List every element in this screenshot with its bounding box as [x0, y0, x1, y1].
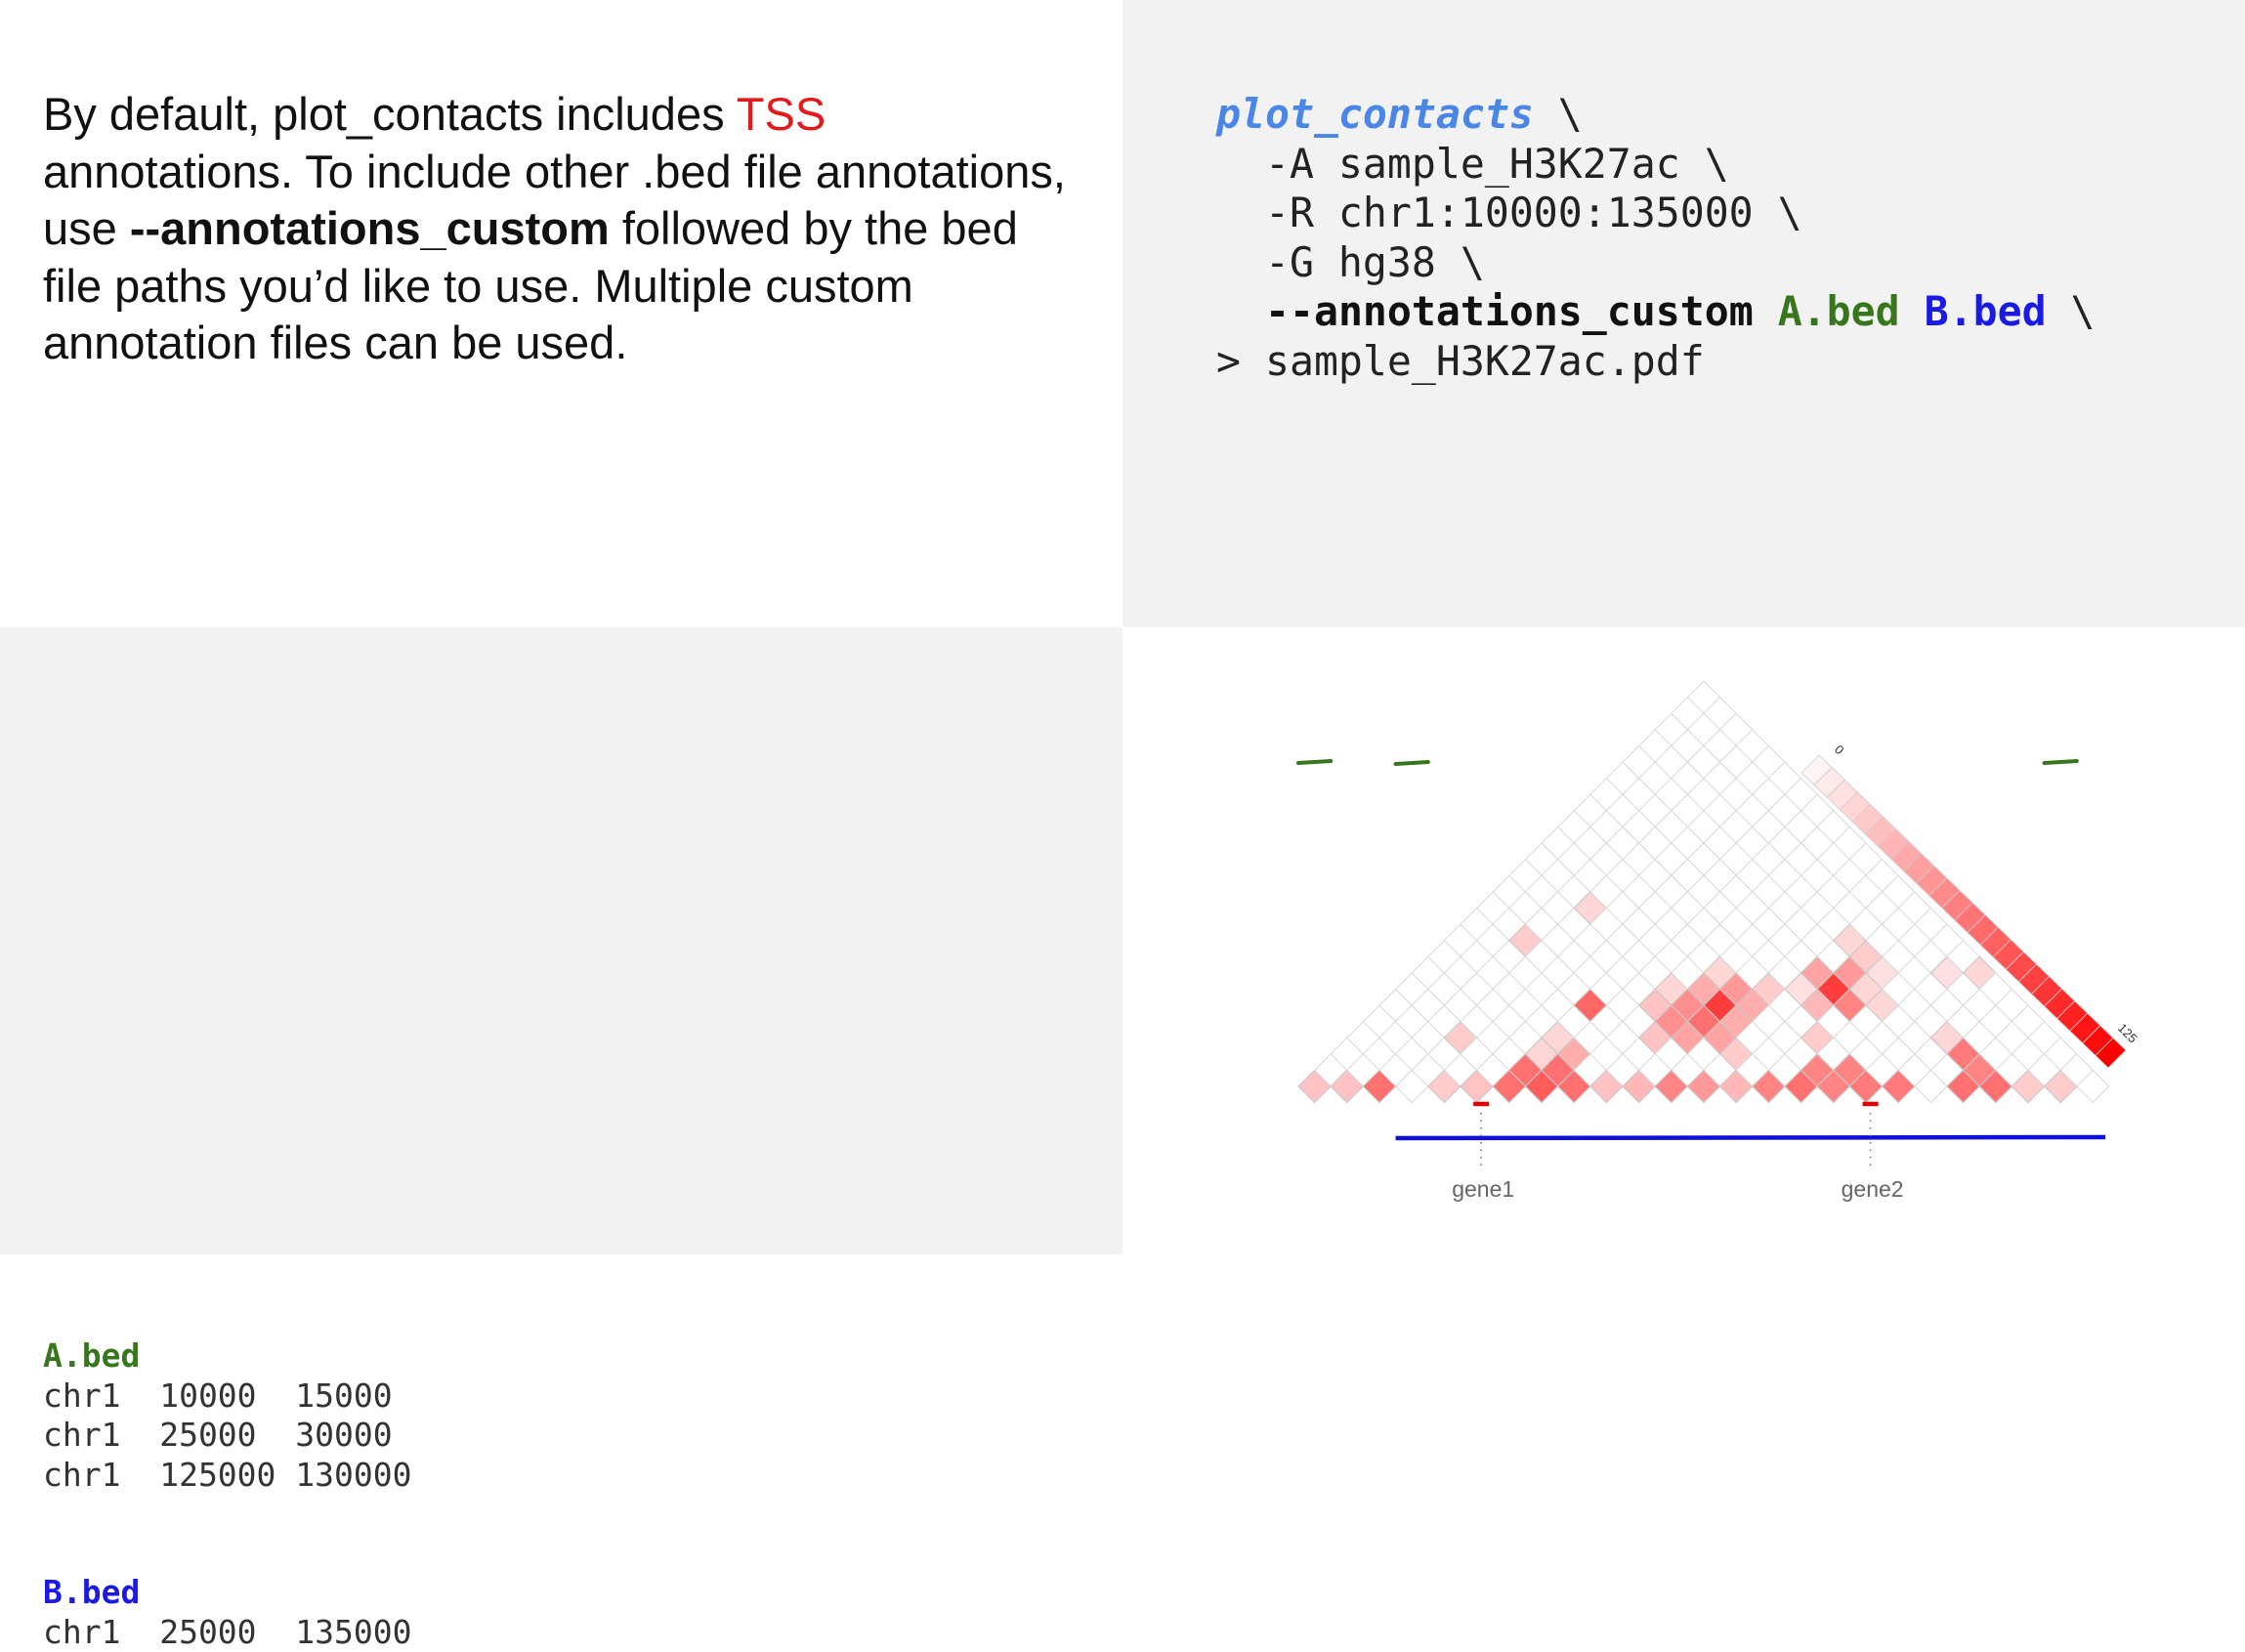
- a-bed-arg: A.bed: [1778, 287, 1900, 335]
- colorbar-max-label: 125: [2115, 1021, 2140, 1046]
- gene2-label: gene2: [1842, 1176, 1904, 1202]
- command-line-2: -A sample_H3K27ac \: [1216, 140, 2096, 190]
- b-bed-filename: B.bed: [43, 1573, 412, 1613]
- contact-map-figure: 0 125 gene1 gene2: [1122, 627, 2245, 1254]
- a-bed-row: chr1 125000 130000: [43, 1456, 412, 1496]
- a-bed-feature: [1298, 761, 1331, 763]
- desc-part1: By default, plot_contacts includes: [43, 88, 737, 140]
- heatmap: [1298, 681, 2109, 1103]
- command-line-5: --annotations_custom A.bed B.bed \: [1216, 287, 2096, 337]
- command-line-6: > sample_H3K27ac.pdf: [1216, 337, 2096, 387]
- description-text: By default, plot_contacts includes TSS a…: [43, 86, 1079, 372]
- indent: [1216, 287, 1265, 335]
- a-bed-feature: [2045, 761, 2077, 763]
- command-line-1: plot_contacts \: [1216, 90, 2096, 140]
- line-continuation: \: [2047, 287, 2096, 335]
- a-bed-row: chr1 25000 30000: [43, 1416, 412, 1456]
- line-continuation: \: [1534, 90, 1583, 138]
- description-panel: By default, plot_contacts includes TSS a…: [0, 0, 1122, 627]
- b-bed-row: chr1 25000 135000: [43, 1613, 412, 1652]
- option-highlight: --annotations_custom: [130, 202, 610, 254]
- annotations-option: --annotations_custom: [1265, 287, 1754, 335]
- command-panel: plot_contacts \ -A sample_H3K27ac \ -R c…: [1122, 0, 2245, 627]
- colorbar-min-label: 0: [1832, 742, 1847, 758]
- a-bed-row: chr1 10000 15000: [43, 1377, 412, 1417]
- b-bed-feature: [1396, 1137, 2105, 1138]
- gene1-label: gene1: [1452, 1176, 1514, 1202]
- command-line-4: -G hg38 \: [1216, 238, 2096, 288]
- b-bed-arg: B.bed: [1925, 287, 2047, 335]
- tss-highlight: TSS: [737, 88, 826, 140]
- a-bed-filename: A.bed: [43, 1336, 412, 1377]
- command-line-3: -R chr1:10000:135000 \: [1216, 189, 2096, 238]
- a-bed-feature: [1396, 762, 1428, 764]
- program-name: plot_contacts: [1216, 90, 1534, 138]
- contact-plot-panel: 0 125 gene1 gene2: [1122, 627, 2245, 1254]
- command-block: plot_contacts \ -A sample_H3K27ac \ -R c…: [1216, 90, 2096, 386]
